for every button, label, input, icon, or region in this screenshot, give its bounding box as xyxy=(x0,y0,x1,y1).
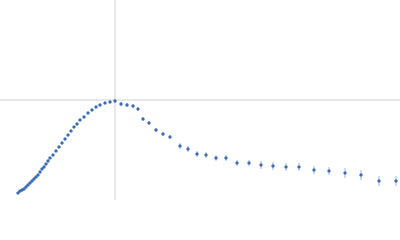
point xyxy=(54,149,58,153)
point xyxy=(30,179,34,183)
point xyxy=(98,103,102,107)
point xyxy=(40,167,44,171)
point xyxy=(108,100,112,104)
point xyxy=(103,101,107,105)
point xyxy=(224,156,228,160)
chart xyxy=(0,0,400,200)
point xyxy=(48,156,52,160)
point xyxy=(24,185,28,189)
point xyxy=(161,132,165,136)
point xyxy=(78,118,82,122)
point xyxy=(82,115,86,119)
page: {"chart_data": {"type": "scatter", "xlim… xyxy=(0,0,400,200)
point xyxy=(297,165,301,169)
point xyxy=(63,137,67,141)
point xyxy=(377,179,381,183)
point xyxy=(178,144,182,148)
point xyxy=(66,133,70,137)
point xyxy=(69,129,73,133)
point xyxy=(94,105,98,109)
point xyxy=(57,145,61,149)
point xyxy=(343,171,347,175)
point xyxy=(125,103,129,107)
point xyxy=(113,99,117,103)
point xyxy=(247,161,251,165)
point xyxy=(72,125,76,129)
point xyxy=(147,121,151,125)
point xyxy=(42,165,46,169)
point xyxy=(141,117,145,121)
point xyxy=(259,163,263,167)
point xyxy=(327,169,331,173)
point xyxy=(86,111,90,115)
point xyxy=(284,165,288,169)
point xyxy=(34,175,38,179)
point xyxy=(32,177,36,181)
point xyxy=(131,104,135,108)
point xyxy=(271,164,275,168)
point xyxy=(28,181,32,185)
point xyxy=(214,156,218,160)
point xyxy=(359,173,363,177)
point xyxy=(204,153,208,157)
point xyxy=(195,152,199,156)
point xyxy=(90,108,94,112)
point xyxy=(154,128,158,132)
point xyxy=(119,102,123,106)
point xyxy=(186,147,190,151)
point xyxy=(46,159,50,163)
point xyxy=(36,173,40,177)
point xyxy=(168,135,172,139)
point xyxy=(38,170,42,174)
point xyxy=(394,179,398,183)
point xyxy=(44,162,48,166)
point xyxy=(312,168,316,172)
point xyxy=(22,187,26,191)
point xyxy=(235,161,239,165)
point xyxy=(60,141,64,145)
point xyxy=(51,153,55,157)
point xyxy=(16,191,20,195)
point xyxy=(75,122,79,126)
point xyxy=(26,183,30,187)
point xyxy=(136,107,140,111)
